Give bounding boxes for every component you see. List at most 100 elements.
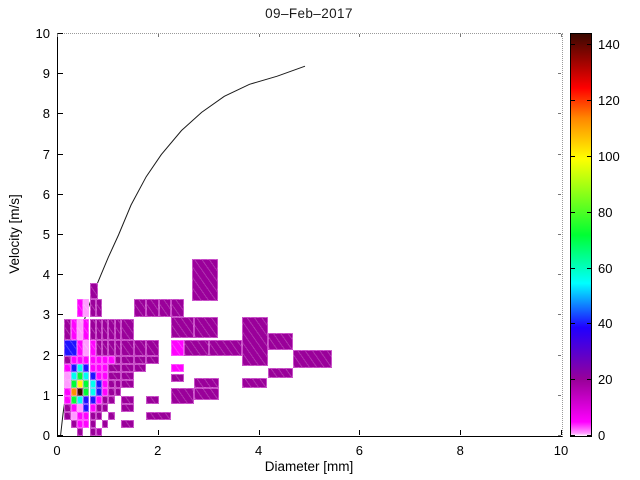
- x-tick-top: [157, 34, 159, 37]
- y-tick-right: [558, 234, 561, 235]
- heatmap-cell: [95, 363, 103, 372]
- heatmap-cell: [268, 367, 294, 378]
- heatmap-cell: [194, 317, 218, 338]
- heatmap-cell: [64, 403, 71, 412]
- heatmap-cell: [76, 395, 84, 404]
- heatmap-cell: [102, 339, 109, 356]
- plot-area: [57, 33, 563, 437]
- colorbar-tick-right: [587, 267, 591, 269]
- colorbar-tick-label: 140: [598, 37, 620, 53]
- y-tick: [58, 274, 63, 276]
- y-tick: [58, 33, 63, 34]
- heatmap-cell: [95, 355, 103, 364]
- heatmap-cell: [64, 363, 71, 372]
- heatmap-cell: [70, 411, 77, 420]
- heatmap-cell: [102, 387, 109, 396]
- heatmap-cell: [95, 387, 103, 396]
- colorbar-tick: [571, 435, 575, 436]
- heatmap-cell: [76, 411, 84, 420]
- heatmap-cell: [171, 299, 184, 318]
- heatmap-cell: [76, 339, 84, 356]
- colorbar-tick-right: [587, 379, 591, 381]
- heatmap-cell: [146, 339, 159, 356]
- colorbar-tick: [571, 211, 575, 213]
- y-tick-right: [558, 193, 561, 195]
- x-tick-label: 4: [254, 443, 263, 458]
- heatmap-cell: [268, 333, 294, 350]
- heatmap-cell: [158, 299, 172, 318]
- heatmap-cell: [171, 317, 195, 338]
- heatmap-cell: [121, 419, 134, 428]
- heatmap-cell: [293, 349, 332, 368]
- x-tick-label: 0: [53, 443, 61, 458]
- colorbar-tick-label: 60: [598, 260, 613, 276]
- heatmap-cell: [121, 371, 134, 380]
- y-tick-right: [558, 73, 561, 75]
- heatmap-cell: [70, 319, 77, 340]
- heatmap-cell: [121, 403, 134, 412]
- y-tick-label: 9: [42, 66, 50, 82]
- heatmap-cell: [70, 379, 77, 388]
- heatmap-cell: [64, 387, 71, 396]
- heatmap-cell: [184, 339, 210, 356]
- heatmap-cell: [76, 363, 84, 372]
- heatmap-cell: [146, 299, 159, 318]
- heatmap-cell: [70, 363, 77, 372]
- y-tick-label: 0: [42, 428, 50, 443]
- y-tick: [58, 314, 63, 316]
- heatmap-cell: [133, 363, 147, 372]
- heatmap-cell: [64, 355, 71, 364]
- colorbar: [570, 33, 592, 437]
- colorbar-tick: [571, 44, 575, 46]
- heatmap-cell: [64, 339, 77, 356]
- heatmap-cell: [76, 379, 84, 388]
- x-tick-top: [57, 34, 58, 37]
- heatmap-cell: [83, 299, 90, 318]
- heatmap-cell: [133, 339, 147, 356]
- y-tick-label: 7: [42, 146, 50, 162]
- heatmap-cell: [83, 387, 90, 396]
- colorbar-tick: [571, 379, 575, 381]
- heatmap-cell: [70, 387, 77, 396]
- heatmap-cell: [76, 403, 84, 412]
- heatmap-cell: [95, 371, 103, 380]
- y-tick-label: 6: [42, 186, 50, 202]
- heatmap-cell: [89, 299, 96, 318]
- heatmap-cell: [108, 355, 115, 364]
- heatmap-cell: [108, 371, 121, 380]
- y-tick-right: [558, 274, 561, 276]
- heatmap-cell: [146, 395, 159, 404]
- heatmap-cell: [171, 387, 195, 404]
- heatmap-cell: [83, 363, 90, 372]
- x-tick: [57, 430, 58, 435]
- heatmap-cell: [64, 319, 71, 340]
- heatmap-cell: [114, 319, 121, 340]
- heatmap-cell: [114, 339, 121, 356]
- heatmap-cell: [108, 319, 115, 340]
- heatmap-cell: [133, 299, 147, 318]
- heatmap-cell: [102, 379, 109, 388]
- heatmap-cell: [121, 395, 134, 404]
- heatmap-cell: [102, 371, 109, 380]
- heatmap-cell: [76, 387, 84, 396]
- chart-title: 09–Feb–2017: [265, 6, 353, 21]
- colorbar-tick: [571, 267, 575, 269]
- y-tick: [58, 394, 63, 396]
- x-tick: [258, 430, 260, 435]
- heatmap-cell: [102, 395, 109, 404]
- heatmap-cell: [95, 427, 103, 436]
- x-tick-top: [460, 34, 462, 37]
- colorbar-tick-right: [587, 155, 591, 157]
- colorbar-tick-right: [587, 44, 591, 46]
- heatmap-cell: [108, 339, 115, 356]
- x-tick: [561, 430, 562, 435]
- heatmap-cell: [89, 355, 96, 364]
- y-tick: [58, 153, 63, 155]
- colorbar-tick: [571, 155, 575, 157]
- heatmap-cell: [171, 373, 184, 382]
- heatmap-cell: [89, 371, 96, 380]
- y-tick-label: 8: [42, 106, 50, 122]
- colorbar-tick-label: 80: [598, 204, 613, 220]
- colorbar-tick: [571, 323, 575, 325]
- heatmap-cell: [108, 387, 115, 396]
